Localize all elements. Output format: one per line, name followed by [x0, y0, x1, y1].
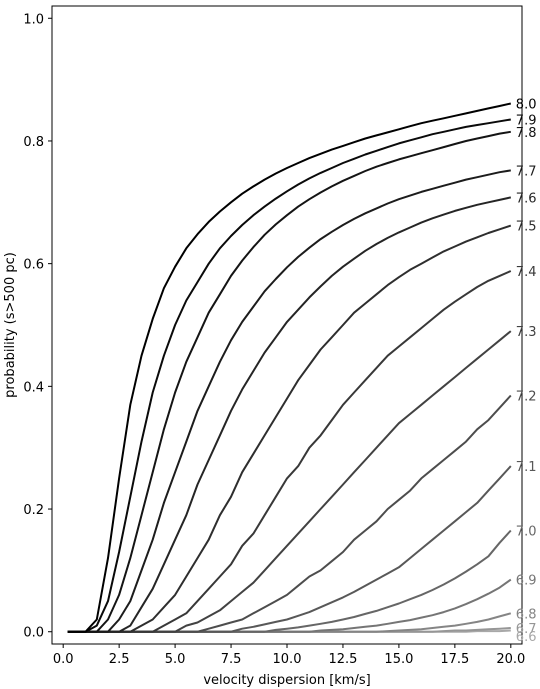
series-layer — [67, 102, 512, 633]
series-label: 6.9 — [516, 574, 537, 589]
series-label: 7.4 — [516, 265, 537, 280]
series-line-7-6 — [67, 196, 512, 633]
y-tick-label: 0.2 — [23, 503, 44, 518]
x-tick-label: 2.5 — [109, 652, 130, 667]
series-label: 6.6 — [516, 630, 537, 645]
y-tick-label: 0.0 — [23, 626, 44, 641]
y-tick-label: 0.4 — [23, 380, 44, 395]
series-label: 7.7 — [516, 164, 537, 179]
y-tick-label: 1.0 — [23, 12, 44, 27]
series-label: 7.0 — [516, 525, 537, 540]
series-line-7-8 — [67, 130, 511, 633]
series-label: 7.2 — [516, 390, 537, 405]
y-axis-label: probability (s>500 pc) — [3, 252, 18, 398]
x-axis-label: velocity dispersion [km/s] — [203, 673, 370, 688]
series-label: 6.7 — [516, 622, 537, 637]
series-line-7-9 — [67, 118, 511, 633]
series-label: 6.8 — [516, 607, 537, 622]
x-tick-label: 20.0 — [496, 652, 525, 667]
x-tick-label: 12.5 — [328, 652, 357, 667]
series-label: 7.9 — [516, 113, 537, 128]
series-line-7-5 — [67, 224, 512, 633]
x-tick-label: 15.0 — [384, 652, 413, 667]
series-label: 7.3 — [516, 325, 537, 340]
x-tick-label: 7.5 — [221, 652, 242, 667]
x-tick-label: 0.0 — [53, 652, 74, 667]
y-tick-label: 0.6 — [23, 258, 44, 273]
x-tick-label: 10.0 — [273, 652, 302, 667]
series-label: 7.6 — [516, 191, 537, 206]
series-line-7-7 — [67, 169, 511, 633]
series-label: 7.8 — [516, 126, 537, 141]
series-label: 8.0 — [516, 98, 537, 113]
series-line-8-0 — [67, 102, 512, 633]
series-label: 7.1 — [516, 460, 537, 475]
y-axis: 0.0 0.2 0.4 0.6 0.8 1.0 — [23, 12, 52, 641]
series-label: 7.5 — [516, 220, 537, 235]
series-label-layer: 8.07.97.87.77.67.57.47.37.27.17.06.96.86… — [516, 98, 537, 646]
x-tick-label: 5.0 — [165, 652, 186, 667]
y-tick-label: 0.8 — [23, 135, 44, 150]
x-axis: 0.0 2.5 5.0 7.5 10.0 12.5 15.0 17.5 20.0 — [53, 644, 525, 667]
series-line-7-4 — [67, 270, 512, 633]
x-tick-label: 17.5 — [440, 652, 469, 667]
